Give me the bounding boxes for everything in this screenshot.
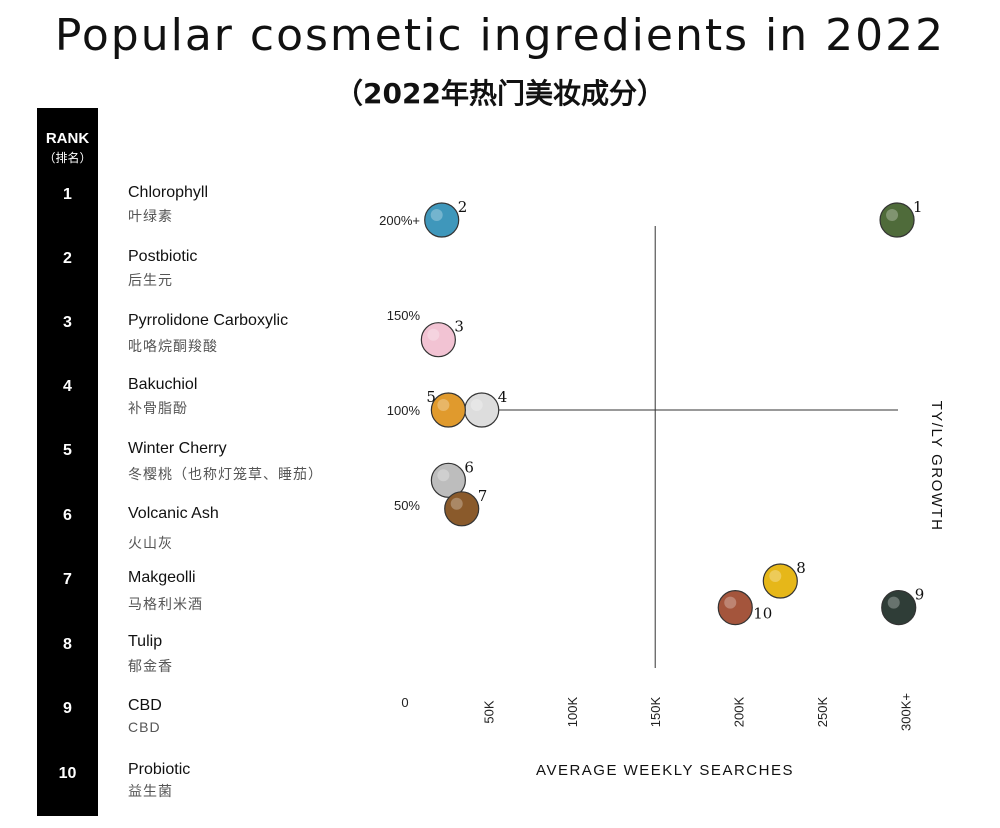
rank-number: 10 bbox=[58, 765, 77, 782]
y-tick-label: 50% bbox=[394, 498, 420, 513]
ingredient-name: CBD bbox=[128, 697, 162, 714]
ingredient-name-zh: 补骨脂酚 bbox=[128, 400, 188, 416]
y-tick-label: 100% bbox=[387, 403, 421, 418]
ingredient-name: Postbiotic bbox=[128, 248, 198, 265]
data-point-marker bbox=[464, 392, 500, 428]
rank-number: 5 bbox=[63, 442, 72, 459]
data-point-marker bbox=[430, 462, 466, 498]
data-point-label: 9 bbox=[915, 586, 925, 604]
ingredient-name: Winter Cherry bbox=[128, 440, 227, 457]
ingredient-name-zh: 郁金香 bbox=[128, 658, 173, 674]
marker-highlight bbox=[437, 399, 450, 411]
data-point-label: 7 bbox=[478, 487, 488, 505]
marker-highlight bbox=[450, 497, 463, 510]
data-point-label: 4 bbox=[498, 388, 508, 406]
ingredient-name: Probiotic bbox=[128, 761, 191, 778]
ingredient-name-zh: 冬樱桃（也称灯笼草、睡茄） bbox=[128, 466, 323, 482]
rank-header-en: RANK bbox=[45, 130, 90, 147]
marker-highlight bbox=[887, 596, 900, 609]
marker-highlight bbox=[437, 469, 450, 482]
rank-column bbox=[37, 108, 98, 816]
x-tick-label: 150K bbox=[648, 696, 663, 727]
marker-highlight bbox=[769, 570, 782, 582]
chart-subtitle: （2022年热门美妆成分） bbox=[335, 77, 665, 110]
x-tick-label: 300K+ bbox=[898, 693, 913, 731]
marker-highlight bbox=[724, 596, 737, 609]
y-axis-title: TY/LY GROWTH bbox=[928, 401, 945, 532]
rank-number: 8 bbox=[63, 636, 72, 653]
rank-header-zh: （排名） bbox=[43, 151, 92, 165]
rank-number: 2 bbox=[63, 250, 72, 267]
data-point-label: 1 bbox=[913, 198, 923, 216]
x-axis-title: AVERAGE WEEKLY SEARCHES bbox=[536, 762, 794, 779]
ingredient-name: Makgeolli bbox=[128, 569, 196, 586]
rank-number: 4 bbox=[63, 378, 72, 395]
ingredient-name: Chlorophyll bbox=[128, 184, 209, 201]
data-point-marker bbox=[879, 202, 915, 238]
data-point-marker bbox=[762, 563, 798, 599]
y-tick-label: 200%+ bbox=[379, 213, 420, 228]
ingredient-name-zh: 叶绿素 bbox=[128, 208, 173, 224]
ingredient-name: Tulip bbox=[128, 633, 163, 650]
data-point-marker bbox=[717, 589, 753, 626]
data-point-label: 6 bbox=[464, 458, 474, 476]
ingredient-name-zh: 后生元 bbox=[128, 272, 173, 288]
marker-highlight bbox=[470, 399, 483, 411]
marker-highlight bbox=[430, 209, 443, 221]
x-tick-label: 250K bbox=[815, 696, 830, 727]
x-tick-label: 0 bbox=[401, 695, 408, 710]
marker-highlight bbox=[886, 209, 899, 221]
x-tick-label: 50K bbox=[481, 700, 496, 723]
rank-number: 3 bbox=[63, 314, 72, 331]
ingredient-name-zh: 火山灰 bbox=[128, 535, 173, 551]
data-point-marker bbox=[420, 322, 456, 358]
data-point-label: 8 bbox=[796, 559, 806, 577]
x-tick-label: 100K bbox=[565, 696, 580, 727]
ingredient-name-zh: 马格利米酒 bbox=[128, 596, 203, 612]
data-point-marker bbox=[430, 392, 466, 428]
data-point-label: 10 bbox=[753, 605, 772, 623]
y-tick-label: 150% bbox=[387, 308, 421, 323]
rank-number: 6 bbox=[63, 507, 72, 524]
ingredient-name: Bakuchiol bbox=[128, 376, 198, 393]
marker-highlight bbox=[427, 328, 440, 341]
x-tick-label: 200K bbox=[732, 696, 747, 727]
data-point-label: 5 bbox=[426, 388, 436, 406]
ingredient-name: Pyrrolidone Carboxylic bbox=[128, 312, 289, 329]
ingredient-name-zh: 吡咯烷酮羧酸 bbox=[128, 338, 218, 354]
chart-title: Popular cosmetic ingredients in 2022 bbox=[54, 10, 946, 61]
data-point-marker bbox=[444, 491, 480, 527]
data-point-marker bbox=[881, 589, 917, 626]
rank-number: 7 bbox=[63, 571, 72, 588]
data-point-label: 2 bbox=[458, 198, 468, 216]
data-point-label: 3 bbox=[454, 318, 464, 336]
rank-number: 9 bbox=[63, 700, 72, 717]
ingredient-name: Volcanic Ash bbox=[128, 505, 219, 522]
data-point-marker bbox=[424, 202, 460, 238]
rank-header: RANK （排名） bbox=[37, 130, 98, 166]
ingredient-name-zh: CBD bbox=[128, 719, 161, 735]
ingredient-name-zh: 益生菌 bbox=[128, 783, 173, 799]
rank-number: 1 bbox=[63, 186, 72, 203]
